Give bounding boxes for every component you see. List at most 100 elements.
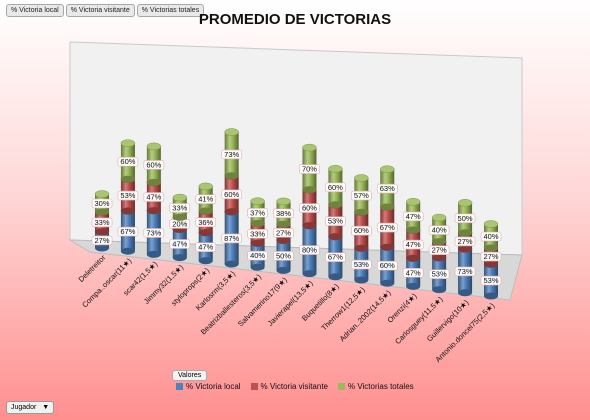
bar-cap-3-bar-group-5 — [198, 182, 213, 191]
bar-cap-3-bar-group-7 — [250, 197, 265, 205]
bar-cap-3-bar-group-10 — [328, 165, 343, 173]
series-field-buttons: % Victoria local % Victoria visitante % … — [6, 4, 205, 17]
bar-bottom-1-bar-group-7 — [250, 263, 265, 271]
data-label-2-bar-group-1: 33% — [94, 218, 109, 227]
chart-title: PROMEDIO DE VICTORIAS — [198, 11, 392, 28]
data-label-bg-2-bar-group-13 — [402, 239, 424, 250]
data-label-bg-3-bar-group-2 — [117, 156, 139, 167]
data-label-2-bar-group-15: 27% — [458, 237, 473, 246]
bar-bottom-3-bar-group-14 — [432, 238, 447, 246]
data-label-bg-2-bar-group-14 — [428, 245, 450, 255]
bar-bottom-3-bar-group-10 — [328, 201, 343, 209]
bar-bottom-3-bar-group-7 — [250, 219, 265, 227]
data-label-bg-3-bar-group-3 — [143, 160, 165, 170]
data-label-bg-2-bar-group-11 — [351, 225, 372, 236]
data-label-1-bar-group-5: 47% — [198, 243, 213, 252]
bar-bottom-2-bar-group-7 — [250, 239, 265, 247]
bar-bottom-1-bar-group-13 — [406, 282, 421, 290]
legend-label-local: % Victoria local — [186, 382, 241, 391]
legend-item-visitante: % Victoria visitante — [250, 382, 328, 391]
data-label-2-bar-group-6: 60% — [224, 190, 239, 199]
bar-bottom-3-bar-group-8 — [276, 220, 291, 228]
bar-bottom-1-bar-group-11 — [354, 276, 369, 284]
data-label-1-bar-group-14: 53% — [432, 270, 447, 279]
bar-cap-3-bar-group-11 — [354, 174, 369, 182]
bar-cap-3-bar-group-6 — [224, 128, 239, 136]
data-label-bg-1-bar-group-14 — [428, 269, 450, 280]
data-label-2-bar-group-9: 60% — [302, 204, 317, 213]
values-field-button[interactable]: Valores — [172, 370, 208, 381]
data-label-3-bar-group-3: 60% — [146, 160, 161, 169]
data-label-bg-3-bar-group-8 — [273, 208, 294, 219]
bar-bottom-2-bar-group-11 — [354, 244, 369, 252]
data-label-bg-3-bar-group-16 — [480, 231, 502, 242]
bar-cap-3-bar-group-16 — [483, 220, 499, 228]
bar-bottom-2-bar-group-12 — [380, 243, 395, 251]
data-label-bg-3-bar-group-9 — [299, 164, 320, 174]
bar-bottom-2-bar-group-15 — [458, 245, 473, 253]
data-label-1-bar-group-10: 67% — [328, 253, 343, 262]
data-label-bg-3-bar-group-1 — [91, 198, 113, 209]
bar-bottom-3-bar-group-6 — [224, 172, 239, 180]
data-label-3-bar-group-9: 70% — [302, 165, 317, 174]
bar-bottom-1-bar-group-10 — [328, 273, 343, 281]
bar-bottom-1-bar-group-14 — [432, 286, 447, 294]
data-label-1-bar-group-2: 67% — [120, 227, 135, 236]
data-label-bg-2-bar-group-3 — [143, 192, 165, 202]
data-label-bg-2-bar-group-1 — [91, 217, 113, 228]
data-label-2-bar-group-3: 47% — [146, 193, 161, 202]
data-label-bg-1-bar-group-7 — [247, 250, 268, 261]
data-label-1-bar-group-4: 47% — [172, 240, 187, 249]
data-label-3-bar-group-2: 60% — [120, 157, 135, 166]
data-label-bg-2-bar-group-2 — [117, 190, 139, 201]
data-label-bg-2-bar-group-10 — [325, 216, 346, 226]
bar-bottom-2-bar-group-6 — [224, 208, 239, 216]
bar-bottom-3-bar-group-9 — [302, 186, 317, 194]
data-label-3-bar-group-1: 30% — [94, 199, 109, 208]
data-label-3-bar-group-12: 63% — [380, 184, 395, 193]
legend-item-totales: % Victorias totales — [337, 382, 414, 391]
field-button-victoria-local[interactable]: % Victoria local — [6, 4, 64, 17]
bar-cap-3-bar-group-13 — [405, 198, 421, 206]
data-label-2-bar-group-4: 20% — [172, 219, 187, 228]
data-label-3-bar-group-15: 50% — [458, 214, 473, 223]
bar-bottom-1-bar-group-5 — [198, 257, 213, 265]
bar-bottom-3-bar-group-5 — [198, 207, 213, 215]
data-label-1-bar-group-12: 60% — [380, 261, 395, 270]
data-label-1-bar-group-11: 53% — [354, 260, 369, 269]
data-label-bg-2-bar-group-12 — [376, 222, 398, 233]
bar-bottom-2-bar-group-14 — [432, 254, 447, 262]
field-button-victoria-visitante[interactable]: % Victoria visitante — [65, 4, 135, 17]
bar-cap-3-bar-group-14 — [431, 213, 447, 222]
data-label-bg-2-bar-group-7 — [247, 229, 268, 239]
bar-bottom-1-bar-group-9 — [302, 270, 317, 278]
data-label-bg-1-bar-group-3 — [143, 228, 165, 238]
bar-cap-3-bar-group-15 — [457, 199, 473, 207]
legend-item-local: % Victoria local — [176, 382, 241, 391]
bar-cap-3-bar-group-8 — [276, 197, 291, 206]
data-label-bg-1-bar-group-10 — [325, 252, 346, 262]
category-label-8: Salvamerino17(9★) — [236, 275, 289, 328]
data-label-bg-1-bar-group-12 — [376, 260, 398, 271]
data-label-bg-1-bar-group-15 — [454, 266, 476, 277]
legend-swatch-visitante — [250, 383, 258, 390]
bar-cap-3-bar-group-3 — [146, 142, 162, 151]
bar-bottom-3-bar-group-15 — [458, 229, 473, 237]
bar-bottom-1-bar-group-8 — [276, 266, 291, 274]
bar-bottom-2-bar-group-5 — [198, 229, 213, 237]
data-label-bg-1-bar-group-4 — [169, 239, 191, 249]
bar-bottom-2-bar-group-9 — [302, 222, 317, 230]
data-label-1-bar-group-7: 40% — [250, 251, 265, 260]
field-button-victorias-totales[interactable]: % Victorias totales — [136, 4, 205, 17]
data-label-2-bar-group-12: 67% — [380, 223, 395, 232]
data-label-1-bar-group-8: 50% — [276, 251, 291, 260]
bar-bottom-3-bar-group-12 — [380, 203, 395, 211]
jugador-filter-button[interactable]: Jugador ▼ — [6, 401, 55, 414]
data-label-bg-1-bar-group-13 — [402, 267, 424, 278]
bar-bottom-3-bar-group-3 — [146, 178, 161, 186]
data-label-bg-2-bar-group-15 — [454, 236, 476, 247]
chevron-down-icon: ▼ — [42, 404, 50, 411]
chart-legend: % Victoria local % Victoria visitante % … — [176, 382, 414, 391]
data-label-bg-1-bar-group-1 — [91, 235, 113, 246]
